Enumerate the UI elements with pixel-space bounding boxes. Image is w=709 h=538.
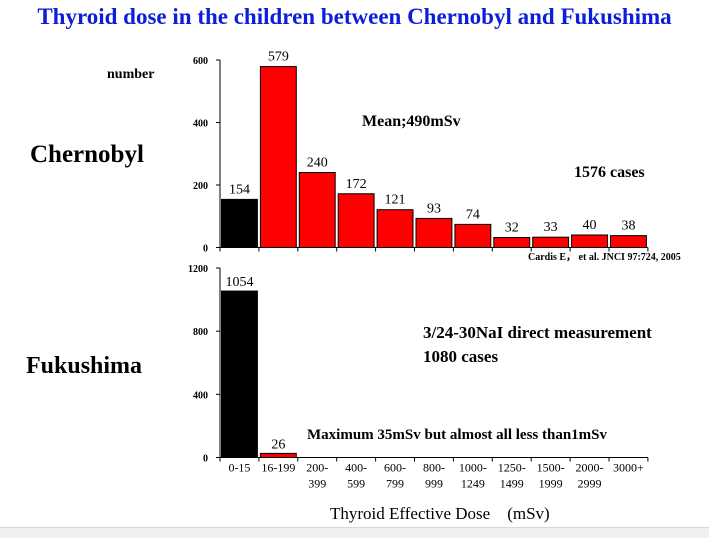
chernobyl-data-label: 121 [385, 193, 406, 208]
fukushima-x-tick-label: 1999 [539, 477, 563, 491]
chernobyl-y-tick-label: 0 [203, 244, 208, 255]
fukushima-x-tick-label: 1250- [498, 461, 526, 475]
fukushima-y-tick-label: 0 [203, 454, 208, 465]
fukushima-cases-annotation: 1080 cases [423, 347, 499, 366]
fukushima-bar [259, 452, 297, 458]
fukushima-x-tick-label: 2999 [578, 477, 602, 491]
chernobyl-bar [259, 66, 297, 248]
fukushima-x-tick-label: 400- [345, 461, 367, 475]
fukushima-x-tick-label: 399 [308, 477, 326, 491]
fukushima-bar [221, 290, 258, 459]
page-title: Thyroid dose in the children between Che… [37, 4, 672, 29]
fukushima-panel-label: Fukushima [26, 353, 143, 379]
citation: Cardis E， et al. JNCI 97:724, 2005 [528, 252, 681, 263]
fukushima-data-label: 1054 [225, 275, 253, 290]
chernobyl-data-label: 38 [621, 219, 635, 234]
chernobyl-y-tick-label: 600 [193, 56, 208, 67]
fukushima-x-tick-label: 16-199 [261, 461, 295, 475]
chernobyl-bar [221, 198, 258, 248]
chernobyl-cases-annotation: 1576 cases [574, 164, 645, 181]
fukushima-x-tick-label: 200- [306, 461, 328, 475]
chernobyl-bar [571, 234, 608, 248]
fukushima-x-tick-label: 0-15 [228, 461, 250, 475]
fukushima-x-tick-label: 799 [386, 477, 404, 491]
fukushima-x-tick-label: 1000- [459, 461, 487, 475]
fukushima-data-label: 26 [271, 437, 285, 452]
chernobyl-data-label: 32 [505, 221, 519, 236]
chernobyl-data-label: 40 [583, 218, 597, 233]
fukushima-x-tick-label: 2000- [576, 461, 604, 475]
y-axis-label: number [107, 67, 155, 82]
fukushima-x-tick-label: 999 [425, 477, 443, 491]
fukushima-x-tick-label: 3000+ [613, 461, 644, 475]
fukushima-y-tick-label: 400 [193, 390, 208, 401]
fukushima-x-tick-label: 600- [384, 461, 406, 475]
chernobyl-data-label: 93 [427, 201, 441, 216]
chernobyl-bar [610, 235, 647, 248]
bottom-band [0, 527, 709, 538]
fukushima-x-tick-label: 800- [423, 461, 445, 475]
chernobyl-mean-annotation: Mean;490mSv [362, 113, 461, 130]
fukushima-max-annotation: Maximum 35mSv but almost all less than1m… [307, 427, 608, 443]
chernobyl-y-tick-label: 200 [193, 181, 208, 192]
fukushima-y-tick-label: 1200 [188, 264, 208, 275]
fukushima-y-tick-label: 800 [193, 327, 208, 338]
chernobyl-bar [532, 236, 570, 248]
chernobyl-bar [337, 193, 375, 248]
chernobyl-y-tick-label: 400 [193, 119, 208, 130]
chernobyl-data-label: 240 [307, 156, 328, 171]
chernobyl-bar [298, 172, 336, 248]
chernobyl-data-label: 579 [268, 50, 289, 65]
chernobyl-bar [493, 237, 531, 248]
chernobyl-bar [415, 217, 453, 248]
chernobyl-bar [454, 223, 492, 248]
fukushima-method-annotation: 3/24-30NaI direct measurement [423, 323, 652, 342]
chernobyl-data-label: 154 [229, 182, 250, 197]
fukushima-x-tick-label: 1500- [537, 461, 565, 475]
x-axis-title: Thyroid Effective Dose (mSv) [330, 504, 550, 523]
fukushima-x-tick-label: 1249 [461, 477, 485, 491]
chernobyl-bar [376, 209, 414, 248]
fukushima-x-tick-label: 599 [347, 477, 365, 491]
chernobyl-data-label: 172 [346, 177, 367, 192]
fukushima-x-tick-label: 1499 [500, 477, 524, 491]
chernobyl-data-label: 33 [544, 220, 558, 235]
chernobyl-data-label: 74 [466, 207, 480, 222]
chernobyl-panel-label: Chernobyl [30, 141, 144, 168]
